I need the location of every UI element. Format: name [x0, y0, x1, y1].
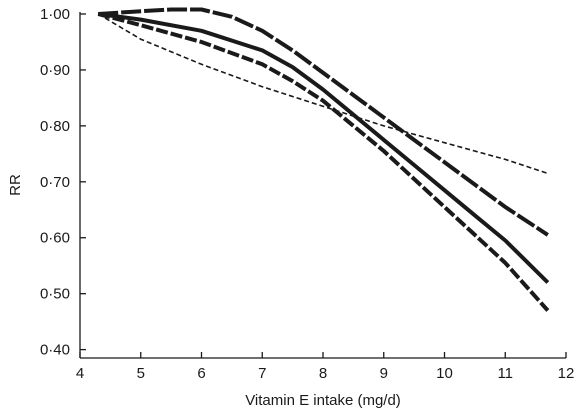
x-tick-label: 6 [197, 365, 205, 382]
series-line-2 [98, 7, 549, 237]
x-tick-label: 12 [558, 365, 574, 382]
plot-lines [97, 7, 550, 312]
x-axis-ticks: 4 5 6 7 8 9 10 11 12 [76, 352, 574, 382]
y-tick-label: 0·90 [40, 62, 70, 79]
y-tick-label: 1·00 [40, 6, 70, 23]
x-tick-label: 5 [137, 365, 145, 382]
series-line-3 [97, 12, 550, 284]
series-line-4 [97, 12, 550, 312]
x-tick-label: 10 [436, 365, 453, 382]
y-tick-label: 0·70 [40, 174, 70, 191]
y-tick-label: 0·60 [40, 230, 70, 247]
y-tick-label: 0·50 [40, 286, 70, 303]
x-tick-label: 11 [497, 365, 513, 382]
series-line-1 [97, 13, 549, 175]
x-tick-label: 7 [258, 365, 266, 382]
y-tick-label: 0·40 [40, 342, 70, 359]
x-tick-label: 4 [76, 365, 84, 382]
x-axis-title: Vitamin E intake (mg/d) [245, 392, 401, 409]
y-axis-ticks: 0·40 0·50 0·60 0·70 0·80 0·90 1·00 [40, 6, 86, 359]
y-tick-label: 0·80 [40, 118, 70, 135]
x-tick-label: 9 [380, 365, 388, 382]
y-axis-title: RR [7, 174, 24, 196]
x-tick-label: 8 [319, 365, 327, 382]
